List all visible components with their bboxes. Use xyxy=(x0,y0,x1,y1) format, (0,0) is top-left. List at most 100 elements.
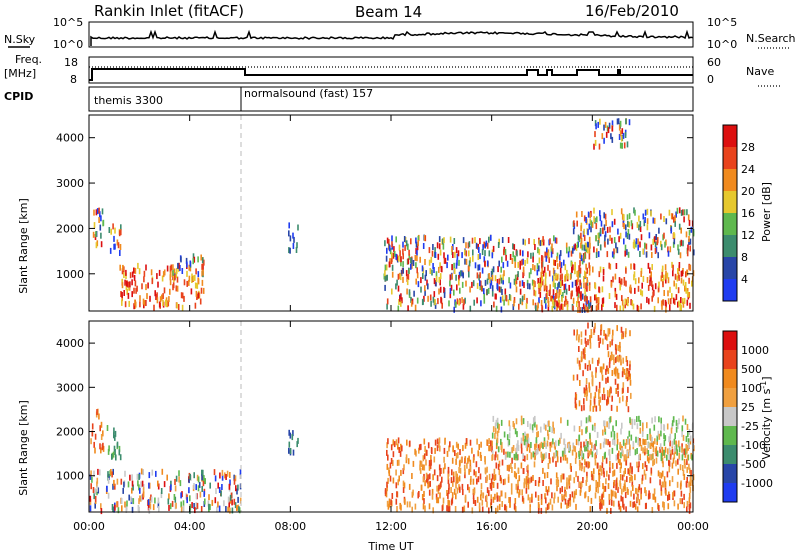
power-cell xyxy=(610,133,612,140)
velocity-cell xyxy=(96,481,98,488)
power-cell xyxy=(422,243,425,249)
velocity-cell xyxy=(493,468,496,475)
power-cell xyxy=(577,270,580,277)
velocity-cell xyxy=(621,333,623,340)
power-cell xyxy=(384,240,386,247)
power-cell xyxy=(413,290,415,297)
power-cell xyxy=(653,217,656,224)
velocity-cell xyxy=(609,357,611,364)
power-cell xyxy=(100,215,102,222)
velocity-cell xyxy=(624,485,626,492)
power-cell xyxy=(611,125,614,132)
power-cell xyxy=(581,293,584,300)
power-cell xyxy=(443,257,446,264)
velocity-cell xyxy=(157,480,159,487)
velocity-cell xyxy=(602,429,604,436)
power-cell xyxy=(427,295,429,302)
power-cell xyxy=(646,218,649,225)
velocity-cell xyxy=(432,507,434,514)
velocity-cell xyxy=(93,470,95,477)
velocity-cell xyxy=(606,334,608,341)
velocity-cell xyxy=(615,348,617,355)
velocity-cell xyxy=(500,490,503,497)
power-cell xyxy=(408,249,410,256)
power-cell xyxy=(680,277,683,284)
power-cell xyxy=(629,284,632,291)
velocity-cell xyxy=(516,443,518,450)
velocity-cell xyxy=(691,479,694,486)
power-cell xyxy=(421,265,424,272)
power-cell xyxy=(109,247,112,254)
velocity-cell xyxy=(628,438,630,445)
velocity-cell xyxy=(173,494,176,500)
velocity-cell xyxy=(432,474,434,481)
power-cell xyxy=(468,260,471,267)
power-cell xyxy=(673,280,675,287)
power-cell xyxy=(183,295,185,302)
velocity-cell xyxy=(438,464,441,471)
velocity-cell xyxy=(491,440,493,447)
velocity-cell xyxy=(589,432,591,439)
velocity-cell xyxy=(560,432,562,439)
power-cell xyxy=(199,298,202,305)
velocity-cell xyxy=(679,498,682,505)
velocity-cell xyxy=(634,503,637,510)
velocity-cell xyxy=(609,441,611,448)
velocity-cell xyxy=(386,481,388,488)
velocity-cell xyxy=(598,341,600,348)
velocity-cell xyxy=(513,453,516,460)
velocity-cell xyxy=(459,459,461,466)
velocity-cell xyxy=(510,483,513,490)
velocity-cell xyxy=(602,483,604,490)
power-cell xyxy=(491,252,494,259)
velocity-cell xyxy=(422,476,425,483)
power-cell xyxy=(288,247,290,254)
velocity-cell xyxy=(221,484,223,490)
velocity-cell xyxy=(591,371,593,378)
velocity-cell xyxy=(574,401,577,408)
velocity-cell xyxy=(595,367,597,374)
power-cell xyxy=(660,244,663,251)
power-cell xyxy=(650,275,652,282)
power-cell xyxy=(556,274,559,281)
velocity-cell xyxy=(620,428,622,435)
velocity-cell xyxy=(438,441,440,448)
power-cell xyxy=(453,289,455,296)
power-cell xyxy=(185,257,188,264)
velocity-cell xyxy=(608,361,611,368)
velocity-cell xyxy=(396,506,398,512)
velocity-cell xyxy=(175,502,177,509)
power-cell xyxy=(544,284,547,291)
velocity-cell xyxy=(427,442,430,449)
velocity-cell xyxy=(643,439,646,446)
velocity-cell xyxy=(91,423,94,430)
power-cell xyxy=(619,130,622,137)
power-cell xyxy=(639,251,641,257)
power-cell xyxy=(504,249,507,255)
power-cell xyxy=(172,264,174,271)
power-cell xyxy=(640,234,643,241)
power-cell xyxy=(541,304,543,311)
velocity-cell xyxy=(656,450,659,457)
power-cell xyxy=(619,142,622,149)
velocity-cell xyxy=(616,462,618,469)
velocity-cell xyxy=(99,443,101,450)
power-cell xyxy=(399,274,402,281)
power-cell xyxy=(512,243,514,250)
velocity-cell xyxy=(590,448,592,455)
velocity-cell xyxy=(202,469,204,476)
velocity-cell xyxy=(517,484,519,491)
power-cell xyxy=(483,297,486,304)
power-cell xyxy=(440,265,443,272)
velocity-cell xyxy=(580,486,582,493)
velocity-cell xyxy=(515,452,517,459)
power-cell xyxy=(507,299,510,306)
power-cell xyxy=(441,302,443,309)
power-cell xyxy=(519,280,521,287)
power-cell xyxy=(386,237,389,244)
velocity-cell xyxy=(402,487,405,493)
power-cell xyxy=(578,301,580,308)
velocity-cell xyxy=(528,477,531,484)
colorbar-tick-label: 28 xyxy=(741,141,755,154)
